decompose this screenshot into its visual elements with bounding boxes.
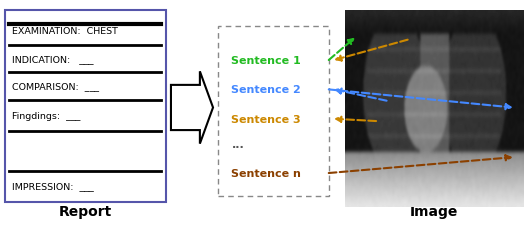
- FancyBboxPatch shape: [218, 27, 329, 196]
- Text: INDICATION:   ___: INDICATION: ___: [12, 55, 93, 64]
- Text: IMPRESSION:  ___: IMPRESSION: ___: [12, 181, 93, 190]
- Text: Fingdings:  ___: Fingdings: ___: [12, 111, 80, 120]
- Text: EXAMINATION:  CHEST: EXAMINATION: CHEST: [12, 27, 117, 36]
- Text: Sentence 1: Sentence 1: [231, 56, 301, 66]
- Text: Sentence 2: Sentence 2: [231, 85, 301, 95]
- Text: COMPARISON:  ___: COMPARISON: ___: [12, 82, 98, 91]
- Text: Image: Image: [410, 204, 458, 218]
- Text: ...: ...: [231, 139, 244, 149]
- Text: Sentence 3: Sentence 3: [231, 114, 301, 124]
- Text: Sentence n: Sentence n: [231, 168, 301, 178]
- Text: Report: Report: [59, 204, 112, 218]
- Polygon shape: [171, 72, 213, 144]
- FancyBboxPatch shape: [5, 11, 166, 202]
